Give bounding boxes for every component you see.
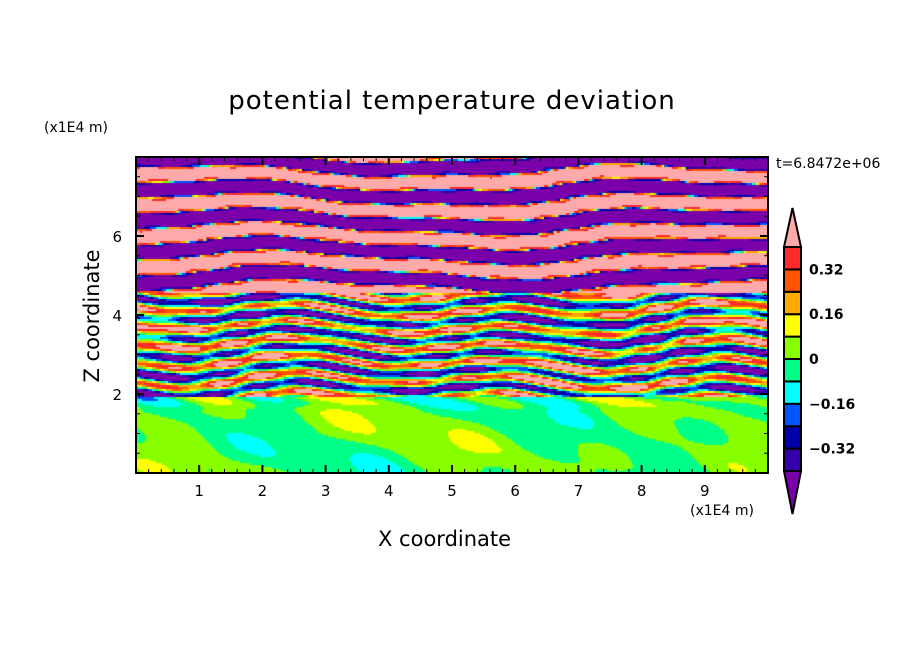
colorbar-swatch xyxy=(783,313,802,338)
colorbar-swatch xyxy=(783,425,802,450)
x-tick-label: 7 xyxy=(574,482,584,500)
colorbar-swatch xyxy=(783,380,802,405)
x-tick-label: 2 xyxy=(258,482,268,500)
x-unit-label: (x1E4 m) xyxy=(690,503,754,519)
colorbar-swatch xyxy=(783,358,802,383)
colorbar-label: −0.32 xyxy=(809,442,855,458)
colorbar-swatch xyxy=(783,246,802,271)
colorbar-bottom-arrow xyxy=(782,470,803,515)
x-tick-label: 6 xyxy=(510,482,520,500)
colorbar-swatch xyxy=(783,402,802,428)
colorbar-label: 0 xyxy=(809,352,819,368)
colorbar-label: 0.16 xyxy=(809,307,844,323)
colorbar-top-arrow xyxy=(782,207,803,248)
x-tick-label: 4 xyxy=(384,482,394,500)
colorbar-label: 0.32 xyxy=(809,262,844,278)
y-tick-label: 6 xyxy=(112,228,122,246)
chart-title: potential temperature deviation xyxy=(228,86,676,116)
plot-frame xyxy=(135,156,769,474)
y-tick-label: 4 xyxy=(112,307,122,325)
colorbar-swatch xyxy=(783,447,802,473)
colorbar-swatch xyxy=(783,268,802,293)
x-axis-label: X coordinate xyxy=(378,527,512,551)
x-tick-label: 1 xyxy=(194,482,204,500)
contour-field xyxy=(136,157,768,473)
y-tick-label: 2 xyxy=(112,386,122,404)
colorbar-swatch xyxy=(783,290,802,316)
x-tick-label: 3 xyxy=(321,482,331,500)
colorbar-swatch xyxy=(783,335,802,361)
x-tick-label: 8 xyxy=(637,482,647,500)
colorbar-label: −0.16 xyxy=(809,397,855,413)
x-tick-label: 5 xyxy=(447,482,457,500)
time-label: t=6.8472e+06 xyxy=(776,156,881,172)
y-unit-label: (x1E4 m) xyxy=(44,120,108,136)
x-tick-label: 9 xyxy=(700,482,710,500)
